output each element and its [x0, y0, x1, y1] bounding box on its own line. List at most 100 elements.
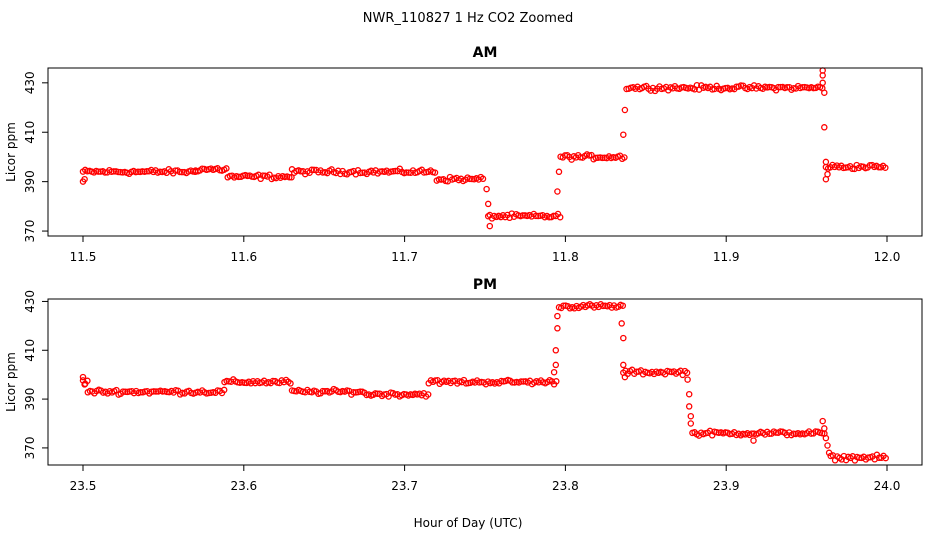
data-point [178, 168, 186, 176]
transition-point [486, 222, 494, 230]
transition-point [620, 131, 627, 138]
y-tick-label: 370 [23, 436, 37, 459]
pm-x-axis: 23.5 23.6 23.7 23.8 23.9 24.0 [70, 464, 900, 493]
transition-point [819, 79, 826, 87]
am-data-points [79, 67, 889, 230]
am-segment-7 [623, 81, 826, 95]
x-tick-label: 23.5 [70, 479, 97, 493]
data-point [683, 369, 691, 377]
data-point [479, 175, 487, 183]
transition-point [685, 390, 693, 398]
data-point [403, 169, 410, 176]
data-point [599, 302, 607, 310]
x-tick-label: 11.6 [230, 250, 257, 264]
data-point [286, 173, 293, 181]
data-point [223, 165, 230, 172]
transition-point [621, 373, 629, 381]
data-point [553, 378, 560, 385]
y-tick-label: 430 [23, 71, 37, 94]
data-point [134, 168, 142, 175]
x-tick-label: 23.8 [552, 479, 579, 493]
transition-point [552, 361, 560, 369]
am-segment-0 [79, 166, 199, 178]
data-point [621, 154, 628, 161]
data-point [297, 168, 305, 175]
transition-point [750, 437, 757, 444]
pm-segment-3 [288, 385, 366, 398]
transition-point [687, 420, 695, 427]
transition-point [550, 368, 558, 376]
x-tick-label: 23.9 [713, 479, 740, 493]
transition-point [821, 425, 828, 432]
transition-point [81, 381, 88, 388]
data-point [376, 168, 384, 175]
transition-point [822, 158, 830, 166]
data-point [356, 388, 364, 395]
data-point [110, 168, 118, 175]
transition-point [484, 200, 492, 208]
y-tick-label: 370 [23, 220, 37, 243]
am-segment-3 [288, 165, 439, 178]
pm-data-points [79, 300, 889, 464]
transition-point [824, 442, 831, 449]
pm-y-axis-label: Licor ppm [4, 352, 18, 412]
data-point [350, 389, 357, 396]
am-y-axis: 370 390 410 430 [23, 71, 49, 243]
pm-segment-9 [827, 451, 889, 464]
am-y-axis-label: Licor ppm [4, 122, 18, 182]
x-tick-label: 11.5 [70, 250, 97, 264]
x-tick-label: 11.8 [552, 250, 579, 264]
transition-point [552, 347, 560, 354]
data-point [599, 154, 606, 162]
data-point [287, 380, 294, 387]
am-segment-4 [433, 173, 487, 185]
data-point [137, 389, 144, 396]
transition-point [618, 320, 625, 327]
data-point [119, 388, 127, 395]
transition-point [621, 106, 629, 114]
data-point [594, 154, 602, 161]
transition-point [620, 334, 627, 342]
data-point [431, 169, 439, 176]
data-point [288, 174, 295, 181]
data-point [799, 84, 806, 91]
data-point [856, 454, 863, 461]
data-point [150, 388, 158, 395]
data-point [259, 172, 267, 179]
transition-point [822, 434, 830, 442]
data-point [592, 154, 600, 162]
pm-segment-7 [620, 366, 691, 379]
am-panel: AM 11.5 11.6 11.7 11.8 11.9 12.0 370 390 410 430 Li… [4, 45, 923, 264]
data-point [95, 168, 102, 175]
transition-point [825, 449, 833, 457]
pm-segment-1 [84, 386, 228, 398]
data-point [619, 302, 627, 309]
pm-panel-title: PM [473, 277, 497, 293]
transition-point [687, 412, 695, 420]
am-segment-5 [486, 210, 564, 222]
data-point [114, 168, 122, 176]
data-point [519, 212, 527, 219]
transition-point [554, 188, 561, 195]
data-point [532, 212, 540, 220]
data-point [556, 213, 564, 221]
data-point [121, 388, 129, 395]
figure-title: NWR_110827 1 Hz CO2 Zoomed [363, 11, 573, 26]
am-panel-title: AM [473, 45, 498, 61]
x-tick-label: 12.0 [874, 250, 901, 264]
data-point [319, 169, 327, 176]
shared-x-axis-label: Hour of Day (UTC) [414, 516, 523, 530]
y-tick-label: 410 [23, 339, 37, 362]
pm-segment-6 [555, 300, 627, 312]
data-point [748, 430, 756, 437]
data-point [435, 176, 443, 183]
transition-point [620, 361, 627, 369]
data-point [163, 388, 171, 396]
data-point [176, 168, 184, 176]
data-point [319, 387, 327, 395]
y-tick-label: 390 [23, 388, 37, 411]
pm-segment-5 [425, 376, 560, 388]
data-point [775, 83, 782, 91]
x-tick-label: 23.7 [391, 479, 418, 493]
